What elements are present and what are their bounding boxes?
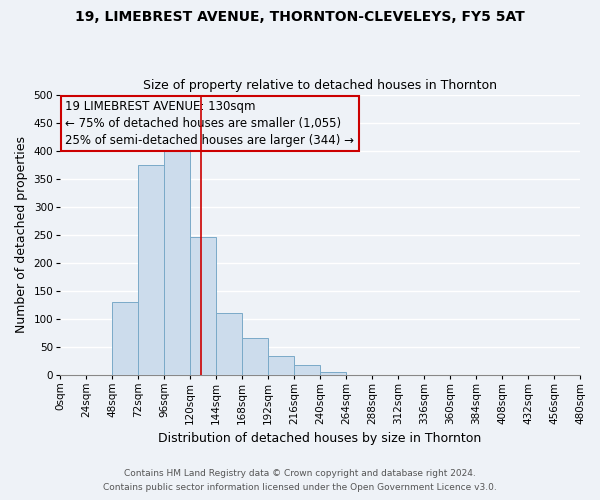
Bar [216, 313, 242, 374]
Y-axis label: Number of detached properties: Number of detached properties [15, 136, 28, 333]
Bar [138, 164, 164, 374]
Text: 19, LIMEBREST AVENUE, THORNTON-CLEVELEYS, FY5 5AT: 19, LIMEBREST AVENUE, THORNTON-CLEVELEYS… [75, 10, 525, 24]
Text: Contains HM Land Registry data © Crown copyright and database right 2024.: Contains HM Land Registry data © Crown c… [124, 468, 476, 477]
Bar [294, 365, 320, 374]
Text: Contains public sector information licensed under the Open Government Licence v3: Contains public sector information licen… [103, 484, 497, 492]
Bar [268, 356, 294, 374]
Text: 19 LIMEBREST AVENUE: 130sqm
← 75% of detached houses are smaller (1,055)
25% of : 19 LIMEBREST AVENUE: 130sqm ← 75% of det… [65, 100, 355, 147]
Bar [242, 338, 268, 374]
Title: Size of property relative to detached houses in Thornton: Size of property relative to detached ho… [143, 79, 497, 92]
Bar [320, 372, 346, 374]
X-axis label: Distribution of detached houses by size in Thornton: Distribution of detached houses by size … [158, 432, 482, 445]
Bar [190, 238, 216, 374]
Bar [112, 302, 138, 374]
Bar [164, 142, 190, 374]
